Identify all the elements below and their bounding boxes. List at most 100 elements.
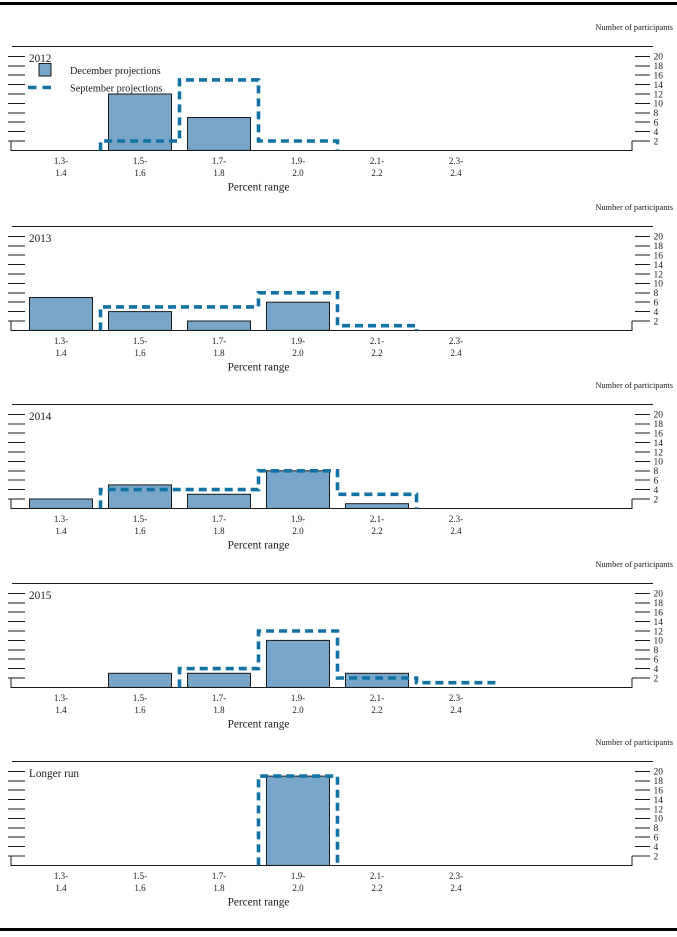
september-step-line — [256, 774, 340, 866]
panel-title: 2015 — [29, 590, 52, 602]
y-tick-label: 8 — [654, 289, 659, 299]
y-tick-label: 8 — [654, 467, 659, 477]
y-tick-label: 12 — [654, 627, 664, 637]
december-bar-1.7-1.8 — [187, 320, 251, 331]
y-tick-label: 6 — [654, 119, 659, 129]
y-tick-label: 18 — [654, 777, 664, 787]
december-bar-2.1-2.2 — [345, 503, 409, 509]
december-bars — [108, 639, 409, 688]
y-tick-label: 10 — [654, 458, 664, 468]
panel-title: 2012 — [29, 53, 51, 65]
x-axis-line — [10, 141, 633, 151]
december-bar-1.5-1.6 — [108, 311, 172, 331]
y-tick-label: 16 — [654, 609, 664, 619]
y-tick-label: 16 — [654, 430, 664, 440]
september-step-line — [98, 469, 419, 509]
x-tick-label-top: 2.1- — [370, 336, 384, 346]
panel-title: Longer run — [29, 768, 79, 780]
y-tick-label: 2 — [654, 137, 659, 147]
panel-title: 2013 — [29, 233, 52, 245]
x-tick-label-bottom: 1.6 — [134, 168, 146, 178]
x-axis-labels: 1.3- 1.4 1.5- 1.6 1.7- 1.8 1.9- 2.0 2.1- 2.2 2.3- 2… — [54, 693, 463, 715]
y-axis-title: Number of participants — [595, 23, 673, 32]
x-tick-label-bottom: 1.4 — [55, 526, 67, 536]
x-tick-label-top: 1.3- — [54, 336, 68, 346]
x-tick-label-bottom: 2.2 — [371, 883, 382, 893]
x-axis-title: Percent range — [228, 897, 290, 909]
december-bar-1.7-1.8 — [187, 117, 251, 151]
y-tick-label: 14 — [654, 439, 664, 449]
y-tick-label: 16 — [654, 72, 664, 82]
december-bar-1.7-1.8 — [187, 672, 251, 688]
top-rule — [0, 2, 677, 5]
y-tick-label: 10 — [654, 100, 664, 110]
x-axis-labels: 1.3- 1.4 1.5- 1.6 1.7- 1.8 1.9- 2.0 2.1- 2.2 2.3- 2… — [54, 156, 463, 178]
x-tick-label-bottom: 2.0 — [292, 348, 304, 358]
x-tick-label-top: 2.1- — [370, 871, 384, 881]
y-tick-label: 12 — [654, 270, 664, 280]
x-axis-title: Percent range — [228, 182, 290, 194]
legend-september-label: September projections — [70, 84, 162, 95]
x-tick-label-top: 2.1- — [370, 693, 384, 703]
x-tick-label-top: 1.3- — [54, 693, 68, 703]
december-bar-1.7-1.8 — [187, 493, 251, 509]
y-tick-label: 6 — [654, 656, 659, 666]
x-tick-label-bottom: 2.2 — [371, 705, 382, 715]
x-tick-label-bottom: 2.2 — [371, 348, 382, 358]
x-tick-label-bottom: 2.0 — [292, 526, 304, 536]
x-tick-label-bottom: 1.8 — [213, 883, 225, 893]
x-tick-label-top: 2.3- — [449, 336, 463, 346]
y-tick-label: 8 — [654, 109, 659, 119]
x-tick-label-bottom: 2.4 — [450, 168, 462, 178]
y-tick-label: 2 — [654, 852, 659, 862]
y-tick-label: 4 — [654, 843, 659, 853]
x-tick-label-top: 1.9- — [291, 156, 305, 166]
y-tick-label: 10 — [654, 637, 664, 647]
december-bar-1.9-2.0 — [266, 639, 330, 688]
x-tick-label-top: 1.9- — [291, 693, 305, 703]
x-tick-label-top: 1.9- — [291, 336, 305, 346]
x-tick-label-bottom: 1.4 — [55, 883, 67, 893]
x-tick-label-bottom: 2.4 — [450, 705, 462, 715]
x-tick-label-top: 1.5- — [133, 514, 147, 524]
september-step-line — [177, 629, 498, 688]
y-tick-label: 12 — [654, 90, 664, 100]
x-tick-label-bottom: 2.0 — [292, 883, 304, 893]
x-tick-label-top: 1.9- — [291, 514, 305, 524]
x-tick-label-top: 1.7- — [212, 871, 226, 881]
y-tick-label: 14 — [654, 81, 664, 91]
y-tick-label: 14 — [654, 261, 664, 271]
y-tick-label: 6 — [654, 299, 659, 309]
x-tick-label-bottom: 2.2 — [371, 168, 382, 178]
x-axis-title: Percent range — [228, 362, 290, 374]
x-tick-label-top: 1.3- — [54, 871, 68, 881]
y-tick-label: 18 — [654, 62, 664, 72]
x-tick-label-top: 1.7- — [212, 693, 226, 703]
y-tick-label: 18 — [654, 242, 664, 252]
x-axis-title: Percent range — [228, 540, 290, 552]
y-tick-label: 16 — [654, 252, 664, 262]
y-tick-label: 4 — [654, 128, 659, 138]
x-tick-label-bottom: 1.4 — [55, 348, 67, 358]
y-tick-label: 20 — [654, 411, 664, 421]
december-bar-1.3-1.4 — [29, 498, 93, 509]
x-axis-title: Percent range — [228, 719, 290, 731]
panel-title: 2014 — [29, 411, 52, 423]
september-step-line — [98, 78, 340, 151]
y-tick-label: 2 — [654, 674, 659, 684]
y-tick-label: 6 — [654, 477, 659, 487]
y-tick-label: 6 — [654, 834, 659, 844]
y-tick-label: 4 — [654, 308, 659, 318]
december-bar-1.5-1.6 — [108, 672, 172, 688]
x-tick-label-top: 1.9- — [291, 871, 305, 881]
x-tick-label-bottom: 2.0 — [292, 168, 304, 178]
legend: December projections September projection… — [28, 63, 162, 95]
